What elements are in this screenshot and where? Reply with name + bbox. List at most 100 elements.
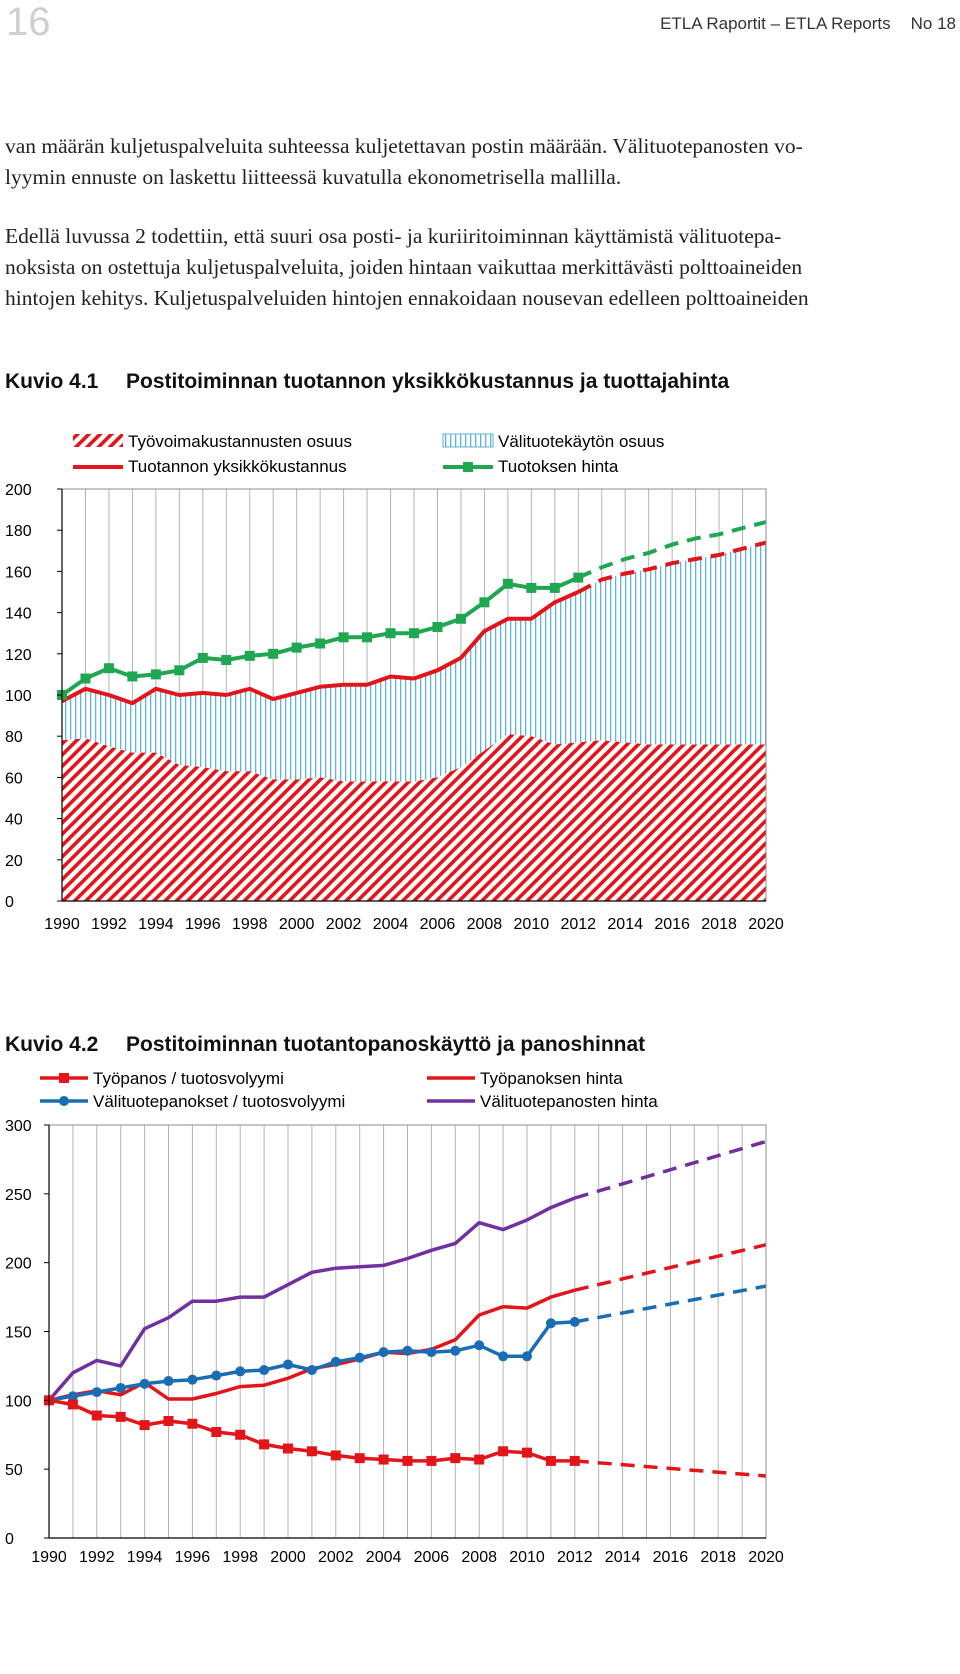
output-price-marker [409, 628, 419, 639]
y-tick-label: 180 [5, 523, 32, 540]
output-price-marker [549, 582, 560, 593]
series-marker [474, 1340, 485, 1351]
output-price-marker [338, 632, 349, 643]
series-marker [378, 1454, 389, 1465]
series-marker [115, 1382, 126, 1393]
series-forecast-line [574, 1284, 767, 1324]
figure-1-chart: 0 20 40 60 80 100 120 140 160 180 200 1990 1992 1994 1… [5, 432, 784, 933]
y-tick-label: 140 [5, 606, 32, 623]
output-price-marker [197, 652, 208, 663]
x-tick-label: 2006 [414, 1549, 450, 1566]
output-price-marker [150, 669, 161, 680]
x-tick-label: 2000 [270, 1549, 306, 1566]
legend-label: Välituotepanosten hinta [480, 1092, 658, 1111]
legend-swatch-labour [73, 434, 123, 447]
x-tick-label: 2010 [509, 1549, 545, 1566]
series-marker [330, 1356, 341, 1367]
series-marker [522, 1447, 532, 1458]
series-marker [67, 1399, 78, 1410]
output-price-marker [221, 654, 232, 665]
publication-name: ETLA Raportit – ETLA Reports [660, 14, 891, 33]
series-marker [259, 1365, 270, 1376]
series-marker [545, 1318, 556, 1329]
output-price-marker [502, 578, 513, 589]
output-price-marker [362, 632, 373, 643]
output-price-marker [479, 597, 490, 608]
series-marker [474, 1454, 485, 1465]
output-price-forecast-line [577, 520, 767, 580]
series-marker [187, 1374, 198, 1385]
body-paragraph-2: Edellä luvussa 2 todettiin, että suuri o… [5, 221, 955, 314]
x-tick-label: 1994 [138, 916, 174, 933]
series-marker [187, 1418, 198, 1429]
legend-label: Välituotekäytön osuus [498, 432, 664, 451]
series-marker [139, 1420, 150, 1431]
x-tick-label: 2012 [557, 1549, 593, 1566]
y-tick-label: 100 [5, 688, 32, 705]
x-tick-label: 2012 [560, 916, 596, 933]
series-forecast-line [574, 1139, 767, 1200]
series-marker [283, 1443, 293, 1454]
series-marker [91, 1410, 102, 1421]
issue-number: No 18 [910, 14, 956, 33]
text-line: lyymin ennuste on laskettu liitteessä ku… [5, 165, 622, 189]
text-line: hintojen kehitys. Kuljetuspalveluiden hi… [5, 286, 809, 310]
series-marker [235, 1366, 246, 1377]
series-marker [330, 1450, 341, 1461]
series-marker [306, 1446, 317, 1457]
x-tick-label: 2004 [373, 916, 409, 933]
series-marker [354, 1453, 365, 1464]
x-tick-label: 1992 [91, 916, 127, 933]
legend-label: Työpanos / tuotosvolyymi [93, 1069, 284, 1088]
page-number: 16 [6, 0, 51, 44]
y-tick-label: 60 [5, 770, 23, 787]
y-tick-label: 20 [5, 853, 23, 870]
legend-label: Työpanoksen hinta [480, 1069, 623, 1088]
legend-marker [59, 1096, 69, 1106]
series-marker [450, 1345, 461, 1356]
series-marker [306, 1365, 317, 1376]
text-line: van määrän kuljetuspalveluita suhteessa … [5, 134, 803, 158]
x-tick-label: 2000 [279, 916, 315, 933]
output-price-marker [103, 663, 114, 674]
series-marker [378, 1347, 389, 1358]
series-forecast-line [574, 1459, 767, 1478]
legend-label: Tuotannon yksikkökustannus [128, 457, 347, 476]
x-tick-label: 2018 [701, 916, 737, 933]
x-tick-label: 2020 [748, 1549, 784, 1566]
series-forecast-line [574, 1243, 767, 1292]
series-marker [522, 1351, 532, 1362]
y-tick-label: 0 [5, 1531, 14, 1548]
output-price-marker [385, 628, 396, 639]
y-tick-label: 100 [5, 1393, 32, 1410]
legend-label: Työvoimakustannusten osuus [128, 432, 352, 451]
x-tick-label: 1994 [127, 1549, 163, 1566]
output-price-marker [455, 613, 466, 624]
output-price-marker [291, 642, 302, 653]
output-price-marker [573, 572, 584, 583]
y-tick-label: 150 [5, 1325, 32, 1342]
running-header: ETLA Raportit – ETLA Reports No 18 [660, 14, 956, 34]
x-tick-label: 1996 [175, 1549, 211, 1566]
series-marker [402, 1345, 413, 1356]
legend-marker-output-price [463, 462, 473, 472]
series-marker [115, 1411, 126, 1422]
y-tick-label: 160 [5, 564, 32, 581]
figure-1-number: Kuvio 4.1 [5, 370, 99, 393]
unit-cost-forecast-line [577, 540, 767, 594]
series-marker [163, 1415, 174, 1426]
legend-marker [59, 1073, 69, 1083]
intermediate-share-area [62, 542, 766, 782]
output-price-marker [174, 665, 185, 676]
x-tick-label: 2010 [514, 916, 550, 933]
series-marker [426, 1347, 437, 1358]
x-tick-label: 2020 [748, 916, 784, 933]
figure-1-title: Postitoiminnan tuotannon yksikkökustannu… [126, 370, 730, 393]
output-price-marker [127, 671, 138, 682]
x-tick-label: 1998 [232, 916, 268, 933]
series-marker [139, 1378, 150, 1389]
series-marker [91, 1387, 102, 1398]
labour-share-area [62, 734, 766, 901]
legend-swatch-intermediate [442, 433, 494, 448]
